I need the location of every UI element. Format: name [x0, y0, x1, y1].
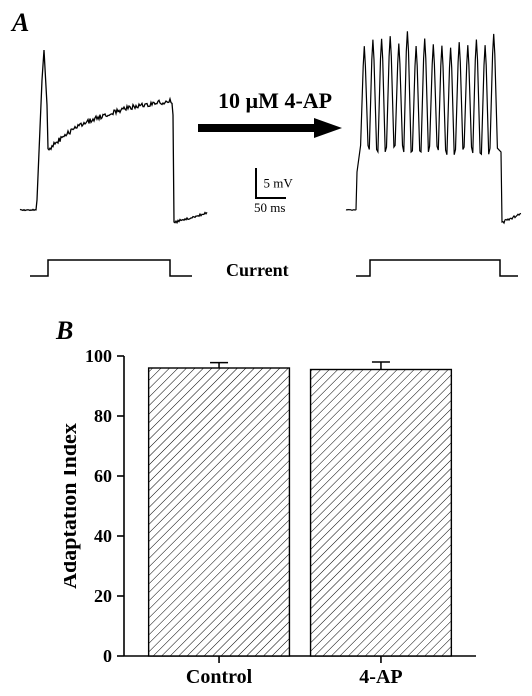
arrow-icon — [196, 114, 346, 142]
y-axis-label: Adaptation Index — [64, 423, 81, 589]
panel-a-left-trace — [18, 32, 210, 232]
ytick-label: 0 — [103, 646, 112, 666]
current-label: Current — [226, 260, 289, 281]
xtick-label: 4-AP — [359, 666, 402, 688]
scalebar-v-label: 5 mV — [264, 176, 294, 191]
current-step-trace — [356, 258, 518, 280]
ytick-label: 60 — [94, 466, 112, 486]
current-step-trace — [30, 258, 192, 280]
bar — [149, 368, 290, 656]
ytick-label: 40 — [94, 526, 112, 546]
panel-b-label: B — [56, 316, 73, 346]
ytick-label: 20 — [94, 586, 112, 606]
treatment-label: 10 µM 4-AP — [218, 88, 332, 114]
scale-bar: 5 mV 50 ms — [254, 166, 344, 220]
ytick-label: 80 — [94, 406, 112, 426]
panel-a-right-trace — [344, 22, 524, 238]
scalebar-h-label: 50 ms — [254, 200, 285, 215]
bar — [311, 370, 452, 657]
adaptation-index-chart: 0 20 40 60 80 100 Adaptation Index Control 4-AP — [64, 346, 496, 696]
xtick-label: Control — [186, 666, 253, 688]
ytick-label: 100 — [85, 346, 112, 366]
